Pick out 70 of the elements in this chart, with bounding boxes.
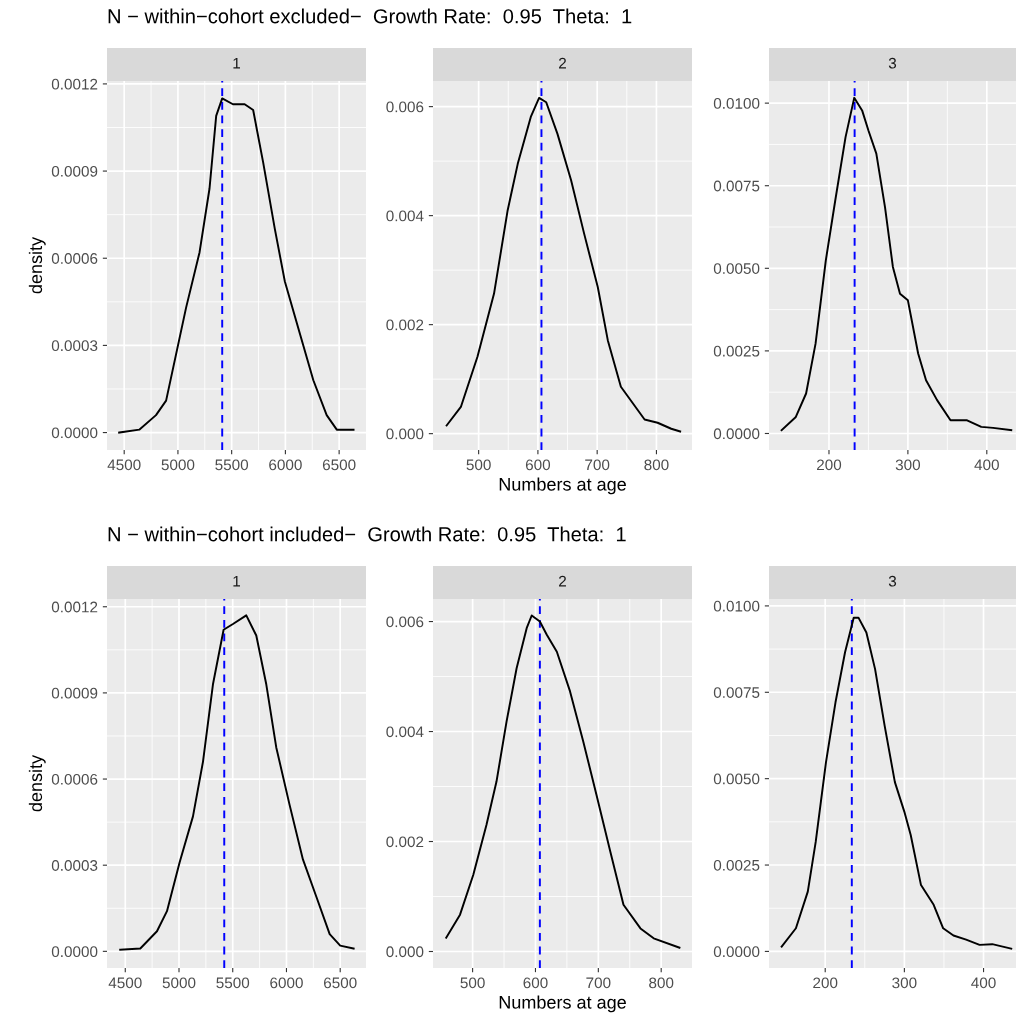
y-tick-label: 0.0012 bbox=[51, 601, 98, 613]
y-tick-label: 0.002 bbox=[386, 836, 424, 848]
x-tick-label: 6500 bbox=[322, 459, 356, 471]
x-tick-label: 400 bbox=[974, 459, 999, 471]
x-tick-label: 5500 bbox=[215, 459, 249, 471]
y-tick-label: 0.0000 bbox=[713, 428, 760, 440]
x-tick-label: 700 bbox=[585, 459, 610, 471]
y-tick-label: 0.0000 bbox=[51, 946, 98, 958]
y-tick-label: 0.0025 bbox=[713, 859, 760, 871]
line-series bbox=[780, 96, 1013, 432]
x-tick-label: 5000 bbox=[162, 977, 196, 989]
y-axis-title: density bbox=[28, 754, 46, 812]
chart-title: N − within−cohort included− Growth Rate: 0.95 Theta: 1 bbox=[108, 526, 626, 542]
y-tick-label: 0.0003 bbox=[51, 340, 98, 352]
x-tick-label: 300 bbox=[895, 459, 921, 471]
y-tick-label: 0.0012 bbox=[51, 78, 98, 90]
y-tick-label: 0.0100 bbox=[713, 98, 760, 109]
line-series bbox=[119, 614, 355, 951]
x-tick-label: 4500 bbox=[107, 459, 141, 471]
y-tick-label: 0.006 bbox=[386, 616, 424, 628]
y-axis-title: density bbox=[28, 236, 46, 294]
line-series bbox=[118, 97, 355, 434]
y-tick-label: 0.0006 bbox=[51, 773, 98, 785]
chart-subtitle: 2 bbox=[559, 57, 566, 69]
y-tick-label: 0.0025 bbox=[713, 345, 760, 357]
y-tick-label: 0.000 bbox=[386, 428, 424, 440]
x-axis-title: Numbers at age bbox=[499, 995, 626, 1013]
chart-subtitle: 2 bbox=[559, 575, 566, 587]
y-tick-label: 0.000 bbox=[386, 946, 424, 958]
x-tick-label: 500 bbox=[460, 977, 485, 989]
x-tick-label: 4500 bbox=[108, 977, 142, 989]
y-tick-label: 0.0003 bbox=[51, 860, 98, 871]
x-tick-label: 700 bbox=[586, 977, 611, 989]
y-tick-label: 0.0000 bbox=[51, 427, 98, 439]
y-tick-label: 0.0050 bbox=[713, 263, 760, 274]
x-tick-label: 600 bbox=[523, 977, 548, 989]
x-tick-label: 200 bbox=[813, 977, 838, 989]
x-tick-label: 6000 bbox=[269, 459, 302, 471]
x-tick-label: 6500 bbox=[323, 977, 357, 989]
x-axis-title: Numbers at age bbox=[499, 477, 626, 495]
x-tick-label: 800 bbox=[644, 459, 669, 471]
y-tick-label: 0.0009 bbox=[51, 687, 98, 699]
x-tick-label: 6000 bbox=[270, 977, 303, 989]
y-tick-label: 0.0075 bbox=[713, 687, 760, 698]
x-tick-label: 200 bbox=[817, 459, 842, 471]
y-tick-label: 0.004 bbox=[386, 726, 424, 738]
line-series bbox=[780, 616, 1013, 950]
x-tick-label: 400 bbox=[971, 977, 996, 989]
line-series bbox=[445, 614, 681, 949]
x-tick-label: 5500 bbox=[216, 977, 250, 989]
y-tick-label: 0.0075 bbox=[713, 180, 760, 192]
y-tick-label: 0.006 bbox=[386, 101, 424, 113]
line-series bbox=[445, 96, 682, 433]
y-tick-label: 0.0000 bbox=[713, 946, 760, 958]
x-tick-label: 600 bbox=[525, 459, 551, 471]
y-tick-label: 0.0009 bbox=[51, 165, 98, 177]
x-tick-label: 300 bbox=[892, 977, 917, 989]
x-tick-label: 800 bbox=[649, 977, 674, 989]
y-tick-label: 0.0050 bbox=[713, 773, 760, 785]
y-tick-label: 0.004 bbox=[386, 210, 424, 222]
chart-title: N − within−cohort excluded− Growth Rate: 0.95 Theta: 1 bbox=[108, 8, 632, 24]
x-tick-label: 500 bbox=[466, 459, 491, 471]
chart-subtitle: 1 bbox=[233, 575, 240, 587]
chart-subtitle: 3 bbox=[888, 57, 897, 69]
y-tick-label: 0.0100 bbox=[713, 600, 760, 612]
y-tick-label: 0.002 bbox=[386, 319, 424, 331]
chart-subtitle: 3 bbox=[888, 575, 897, 587]
x-tick-label: 5000 bbox=[161, 459, 195, 471]
chart-subtitle: 1 bbox=[233, 57, 240, 69]
y-tick-label: 0.0006 bbox=[51, 253, 98, 264]
